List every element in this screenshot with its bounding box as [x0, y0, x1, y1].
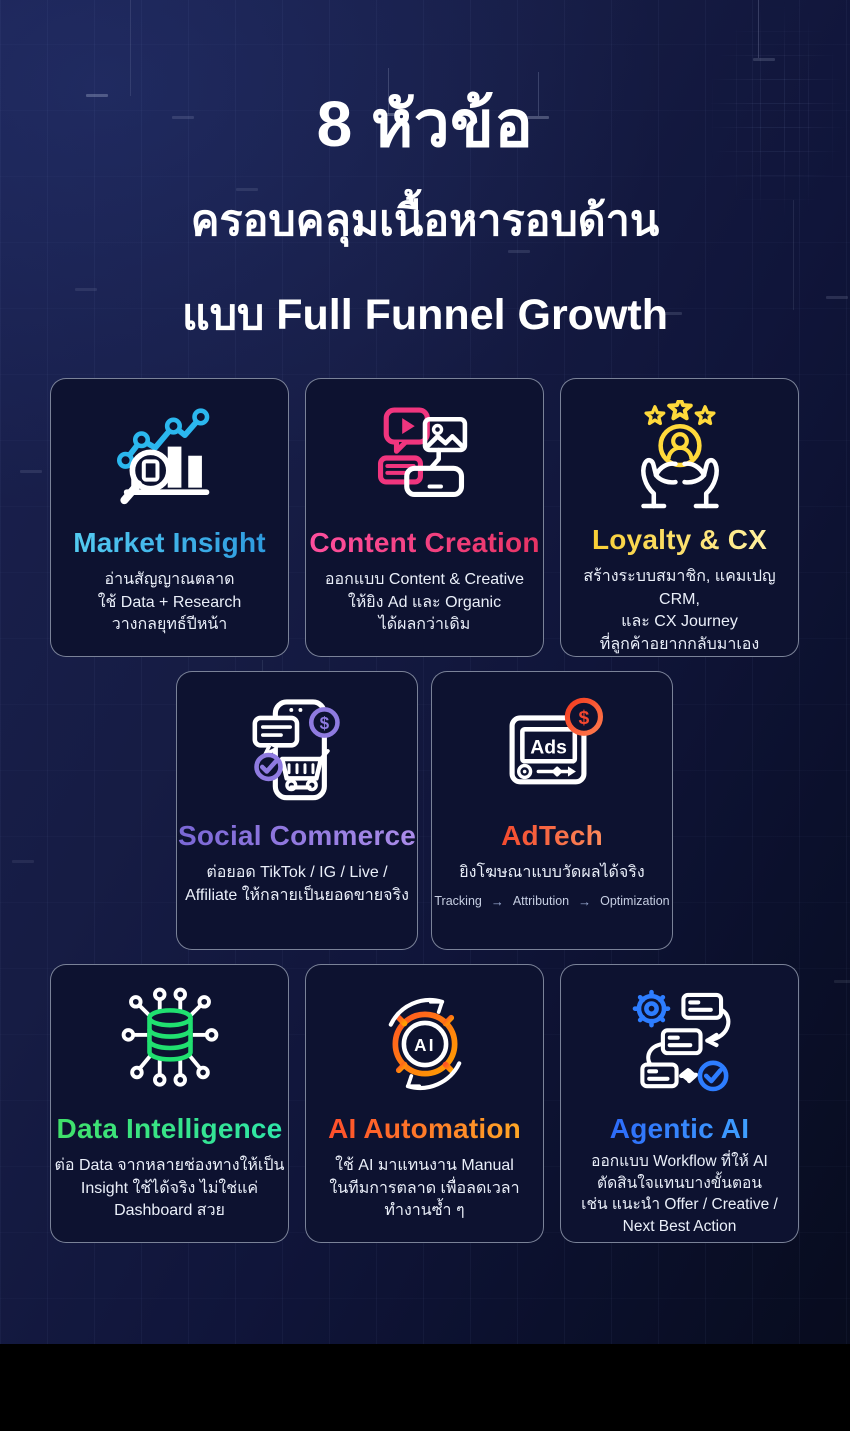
bg-line — [793, 200, 794, 310]
card-line: Dashboard สวย — [114, 1202, 225, 1219]
card-social-commerce: $ Social Commerce ต่อยอด TikTok / IG / L… — [176, 671, 418, 950]
card-title: Data Intelligence — [56, 1113, 283, 1144]
card-description: ต่อ Data จากหลายช่องทางให้เป็น Insight ใ… — [55, 1155, 285, 1223]
card-description: ออกแบบ Content & Creative ให้ยิง Ad และ … — [325, 569, 524, 637]
card-line: ให้ยิง Ad และ Organic — [347, 593, 502, 611]
gear-ai-cycle-icon: AI — [368, 985, 482, 1103]
card-line: ตัดสินใจแทนบางขั้นตอน — [597, 1174, 762, 1192]
bg-tick — [172, 116, 194, 119]
card-line: อ่านสัญญาณตลาด — [104, 571, 235, 588]
bg-tick — [508, 250, 530, 253]
page-header: 8 หัวข้อ ครอบคลุมเนื้อหารอบด้าน แบบ Full… — [0, 92, 850, 348]
bg-tick — [86, 94, 108, 97]
ai-center-text: AI — [414, 1036, 436, 1055]
card-line: ใช้ Data + Research — [97, 593, 242, 611]
footer-black-bar — [0, 1344, 850, 1431]
card-description: ใช้ AI มาแทนงาน Manual ในทีมการตลาด เพื่… — [306, 1155, 543, 1223]
card-line: Insight ใช้ได้จริง ไม่ใช่แค่ — [80, 1179, 259, 1197]
card-content-creation: Content Creation ออกแบบ Content & Creati… — [305, 378, 544, 657]
card-line: วางกลยุทธ์ปีหน้า — [111, 616, 228, 633]
card-description: ยิงโฆษณาแบบวัดผลได้จริง — [459, 862, 644, 885]
hands-customer-stars-icon — [623, 399, 737, 514]
card-market-insight: Market Insight อ่านสัญญาณตลาด ใช้ Data +… — [50, 378, 289, 657]
card-line: Next Best Action — [622, 1217, 737, 1235]
card-line: ออกแบบ Content & Creative — [324, 571, 525, 588]
card-agentic-ai: Agentic AI ออกแบบ Workflow ที่ให้ AI ตัด… — [560, 964, 799, 1243]
flow-step: Optimization — [600, 894, 670, 908]
database-network-icon — [113, 985, 227, 1103]
bg-tick — [236, 188, 258, 191]
bg-tick — [75, 288, 97, 291]
card-line: ต่อ Data จากหลายช่องทางให้เป็น — [54, 1157, 285, 1174]
card-title: AdTech — [501, 820, 603, 851]
bg-tick — [12, 860, 34, 863]
card-line: เช่น แนะนำ Offer / Creative / — [581, 1196, 778, 1213]
chart-line-bars-magnifier-icon — [113, 399, 227, 517]
phone-cart-chat-icon: $ — [240, 692, 354, 810]
coin-dollar-text: $ — [579, 707, 590, 729]
card-ai-automation: AI AI Automation ใช้ AI มาแทนงาน Manual … — [305, 964, 544, 1243]
card-description: อ่านสัญญาณตลาด ใช้ Data + Research วางกล… — [98, 569, 242, 637]
card-title: Content Creation — [309, 527, 540, 558]
card-adtech: Ads $ AdTech ยิงโฆษณาแบบวัดผลได้จริง Tra… — [431, 671, 673, 950]
card-description: สร้างระบบสมาชิก, แคมเปญ CRM, และ CX Jour… — [561, 566, 798, 656]
flow-step: Attribution — [512, 894, 570, 908]
card-line: ที่ลูกค้าอยากกลับมาเอง — [599, 635, 760, 653]
header-line-3: แบบ Full Funnel Growth — [182, 291, 668, 339]
flow-step: Tracking — [434, 894, 482, 908]
header-line-1: 8 หัวข้อ — [316, 88, 534, 160]
arrow-right-icon: → — [490, 893, 504, 909]
card-title: Loyalty & CX — [591, 524, 768, 555]
card-line: สร้างระบบสมาชิก, แคมเปญ CRM, — [583, 568, 776, 608]
card-title: Market Insight — [73, 527, 266, 558]
arrow-right-icon: → — [578, 893, 592, 909]
video-photo-content-icon — [368, 399, 482, 517]
card-title: Agentic AI — [609, 1113, 750, 1144]
coin-dollar-text: $ — [320, 714, 330, 733]
card-description: ต่อยอด TikTok / IG / Live / Affiliate ให… — [185, 862, 409, 907]
ads-box-text: Ads — [530, 736, 567, 758]
bg-tick — [660, 312, 682, 315]
card-line: และ CX Journey — [621, 613, 738, 630]
card-description: ออกแบบ Workflow ที่ให้ AI ตัดสินใจแทนบาง… — [581, 1151, 778, 1237]
bg-tick — [826, 296, 848, 299]
card-line: ออกแบบ Workflow ที่ให้ AI — [591, 1153, 768, 1170]
bg-line — [538, 72, 539, 116]
adtech-flow: Tracking → Attribution → Optimization — [434, 894, 669, 909]
card-line: ได้ผลกว่าเดิม — [378, 616, 471, 633]
card-title: Social Commerce — [178, 820, 416, 851]
bg-line — [388, 68, 389, 114]
card-loyalty-cx: Loyalty & CX สร้างระบบสมาชิก, แคมเปญ CRM… — [560, 378, 799, 657]
bg-line — [130, 0, 131, 96]
card-line: ในทีมการตลาด เพื่อลดเวลาทำงานซ้ำ ๆ — [329, 1179, 520, 1220]
card-line: Affiliate ให้กลายเป็นยอดขายจริง — [185, 886, 409, 904]
card-data-intelligence: Data Intelligence ต่อ Data จากหลายช่องทา… — [50, 964, 289, 1243]
card-title: AI Automation — [328, 1113, 521, 1144]
card-line: ยิงโฆษณาแบบวัดผลได้จริง — [459, 864, 645, 881]
header-line-2: ครอบคลุมเนื้อหารอบด้าน — [190, 197, 660, 245]
card-line: ใช้ AI มาแทนงาน Manual — [335, 1157, 514, 1174]
workflow-gear-check-icon — [623, 985, 737, 1103]
bg-tick — [834, 980, 850, 983]
bg-tick — [753, 58, 775, 61]
bg-tick — [377, 113, 399, 116]
ads-browser-coin-icon: Ads $ — [495, 692, 609, 810]
bg-tick — [527, 116, 549, 119]
card-line: ต่อยอด TikTok / IG / Live / — [206, 864, 388, 881]
bg-line — [758, 0, 759, 58]
bg-tick — [20, 470, 42, 473]
